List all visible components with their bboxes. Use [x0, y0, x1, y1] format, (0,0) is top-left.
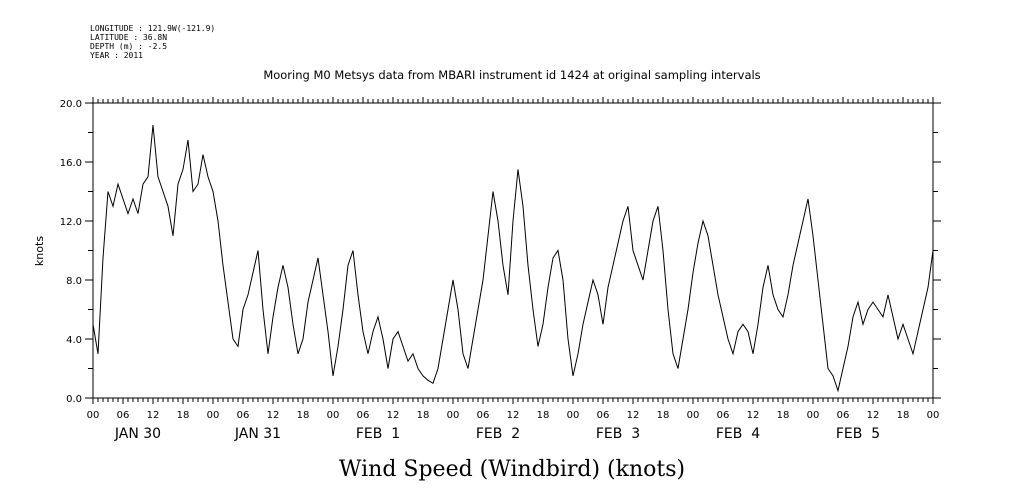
y-tick-labels: 0.0 4.0 8.0 12.0 16.0 20.0: [60, 99, 82, 405]
x-tick-label: 18: [297, 410, 310, 421]
x-tick-label: 06: [837, 410, 850, 421]
day-label: FEB 5: [836, 426, 880, 442]
x-tick-label: 06: [477, 410, 490, 421]
day-label: FEB 4: [716, 426, 760, 442]
day-label: JAN 30: [114, 426, 161, 442]
series-line-wind-speed: [92, 125, 934, 393]
x-tick-label: 06: [237, 410, 250, 421]
x-tick-labels: 00 06 12 18 00 06 12 18 00 06 12 18 00 06 12 18 00 06 12 18…: [87, 410, 940, 421]
x-tick-label: 12: [507, 410, 520, 421]
x-tick-label: 06: [597, 410, 610, 421]
chart-title: Mooring M0 Metsys data from MBARI instru…: [263, 68, 760, 82]
x-tick-label: 18: [897, 410, 910, 421]
x-tick-label: 12: [147, 410, 160, 421]
x-tick-label: 00: [447, 410, 460, 421]
x-tick-label: 18: [777, 410, 790, 421]
y-tick-label: 4.0: [66, 335, 82, 346]
y-tick-label: 20.0: [60, 99, 82, 110]
x-axis-label: Wind Speed (Windbird) (knots): [339, 457, 685, 482]
axis-ticks: [85, 97, 941, 404]
x-tick-label: 00: [927, 410, 940, 421]
day-label: FEB 3: [596, 426, 640, 442]
x-tick-label: 06: [357, 410, 370, 421]
y-axis-label: knots: [33, 236, 46, 266]
day-label: FEB 2: [476, 426, 520, 442]
x-tick-label: 12: [387, 410, 400, 421]
y-tick-label: 12.0: [60, 217, 82, 228]
x-tick-label: 00: [87, 410, 100, 421]
x-tick-label: 00: [327, 410, 340, 421]
x-tick-label: 00: [687, 410, 700, 421]
x-tick-label: 12: [867, 410, 880, 421]
x-tick-label: 06: [717, 410, 730, 421]
y-tick-label: 8.0: [66, 276, 82, 287]
header-depth: DEPTH (m) : -2.5: [90, 42, 167, 51]
day-label: FEB 1: [356, 426, 400, 442]
day-label: JAN 31: [234, 426, 281, 442]
y-tick-label: 0.0: [66, 394, 82, 405]
x-tick-label: 00: [807, 410, 820, 421]
x-tick-label: 12: [267, 410, 280, 421]
x-tick-label: 06: [117, 410, 130, 421]
day-labels: JAN 30 JAN 31 FEB 1 FEB 2 FEB 3 FEB 4 FEB 5: [114, 426, 880, 442]
x-tick-label: 18: [537, 410, 550, 421]
x-tick-label: 18: [417, 410, 430, 421]
plot-frame: [92, 102, 934, 399]
x-tick-label: 00: [207, 410, 220, 421]
header-longitude: LONGITUDE : 121.9W(-121.9): [90, 24, 215, 33]
header-year: YEAR : 2011: [90, 51, 143, 60]
x-tick-label: 12: [627, 410, 640, 421]
x-tick-label: 18: [177, 410, 190, 421]
y-tick-label: 16.0: [60, 158, 82, 169]
x-tick-label: 18: [657, 410, 670, 421]
x-tick-label: 00: [567, 410, 580, 421]
header-latitude: LATITUDE : 36.8N: [90, 33, 167, 42]
x-tick-label: 12: [747, 410, 760, 421]
